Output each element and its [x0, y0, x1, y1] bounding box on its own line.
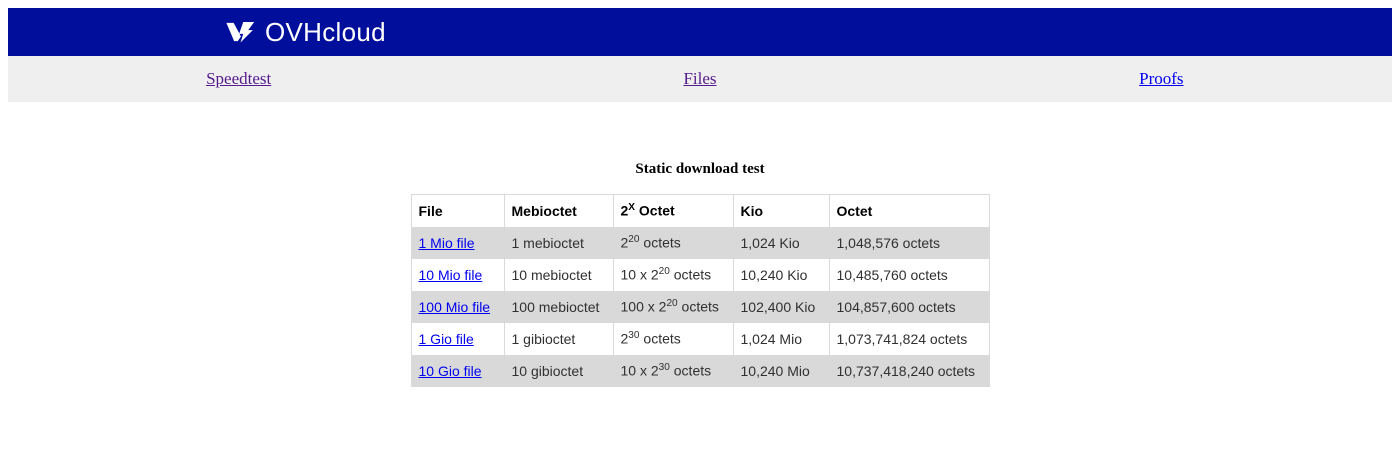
pow-octet-cell: 100 x 220 octets — [612, 290, 734, 323]
column-header-pow-octet: 2X Octet — [612, 194, 734, 227]
ovhcloud-logo-icon — [225, 21, 256, 43]
file-link-1gio[interactable]: 1 Gio file — [418, 330, 474, 347]
brand-header-bar: OVHcloud — [8, 8, 1392, 56]
brand-text: OVHcloud — [265, 17, 386, 47]
octet-cell: 1,048,576 octets — [828, 226, 990, 259]
pow-octet-cell: 10 x 220 octets — [612, 258, 734, 291]
file-cell: 1 Gio file — [410, 322, 505, 355]
file-cell: 10 Gio file — [410, 354, 505, 387]
file-link-10gio[interactable]: 10 Gio file — [418, 362, 482, 379]
octet-cell: 10,737,418,240 octets — [828, 354, 990, 387]
pow-octet-cell: 220 octets — [612, 226, 734, 259]
nav-cell-speedtest: Speedtest — [8, 69, 469, 89]
kio-cell: 10,240 Kio — [732, 258, 830, 291]
main-content: Static download test File Mebioctet 2X O… — [8, 161, 1392, 387]
column-header-octet: Octet — [828, 194, 990, 227]
table-row: 100 Mio file 100 mebioctet 100 x 220 oct… — [410, 290, 990, 323]
table-row: 10 Mio file 10 mebioctet 10 x 220 octets… — [410, 258, 990, 291]
octet-cell: 10,485,760 octets — [828, 258, 990, 291]
kio-cell: 102,400 Kio — [732, 290, 830, 323]
mebioctet-cell: 1 mebioctet — [503, 226, 614, 259]
mebioctet-cell: 10 gibioctet — [503, 354, 614, 387]
kio-cell: 10,240 Mio — [732, 354, 830, 387]
file-link-100mio[interactable]: 100 Mio file — [418, 298, 491, 315]
file-link-10mio[interactable]: 10 Mio file — [418, 266, 483, 283]
nav-cell-proofs: Proofs — [931, 69, 1392, 89]
table-title: Static download test — [635, 161, 765, 177]
nav-link-speedtest[interactable]: Speedtest — [206, 69, 272, 88]
nav-cell-files: Files — [469, 69, 930, 89]
download-files-table: File Mebioctet 2X Octet Kio Octet 1 Mio … — [410, 194, 990, 387]
column-header-mebioctet: Mebioctet — [503, 194, 614, 227]
pow-octet-cell: 230 octets — [612, 322, 734, 355]
nav-link-files[interactable]: Files — [683, 69, 717, 88]
file-link-1mio[interactable]: 1 Mio file — [418, 234, 475, 251]
nav-bar: Speedtest Files Proofs — [8, 56, 1392, 102]
table-row: 1 Mio file 1 mebioctet 220 octets 1,024 … — [410, 226, 990, 259]
mebioctet-cell: 10 mebioctet — [503, 258, 614, 291]
table-row: 1 Gio file 1 gibioctet 230 octets 1,024 … — [410, 322, 990, 355]
mebioctet-cell: 1 gibioctet — [503, 322, 614, 355]
column-header-file: File — [410, 194, 505, 227]
octet-cell: 1,073,741,824 octets — [828, 322, 990, 355]
file-cell: 100 Mio file — [410, 290, 505, 323]
file-cell: 1 Mio file — [410, 226, 505, 259]
mebioctet-cell: 100 mebioctet — [503, 290, 614, 323]
nav-link-proofs[interactable]: Proofs — [1139, 69, 1184, 88]
ovhcloud-logo: OVHcloud — [225, 19, 386, 45]
kio-cell: 1,024 Kio — [732, 226, 830, 259]
table-header-row: File Mebioctet 2X Octet Kio Octet — [410, 194, 990, 227]
kio-cell: 1,024 Mio — [732, 322, 830, 355]
pow-octet-cell: 10 x 230 octets — [612, 354, 734, 387]
table-row: 10 Gio file 10 gibioctet 10 x 230 octets… — [410, 354, 990, 387]
column-header-kio: Kio — [732, 194, 830, 227]
octet-cell: 104,857,600 octets — [828, 290, 990, 323]
file-cell: 10 Mio file — [410, 258, 505, 291]
